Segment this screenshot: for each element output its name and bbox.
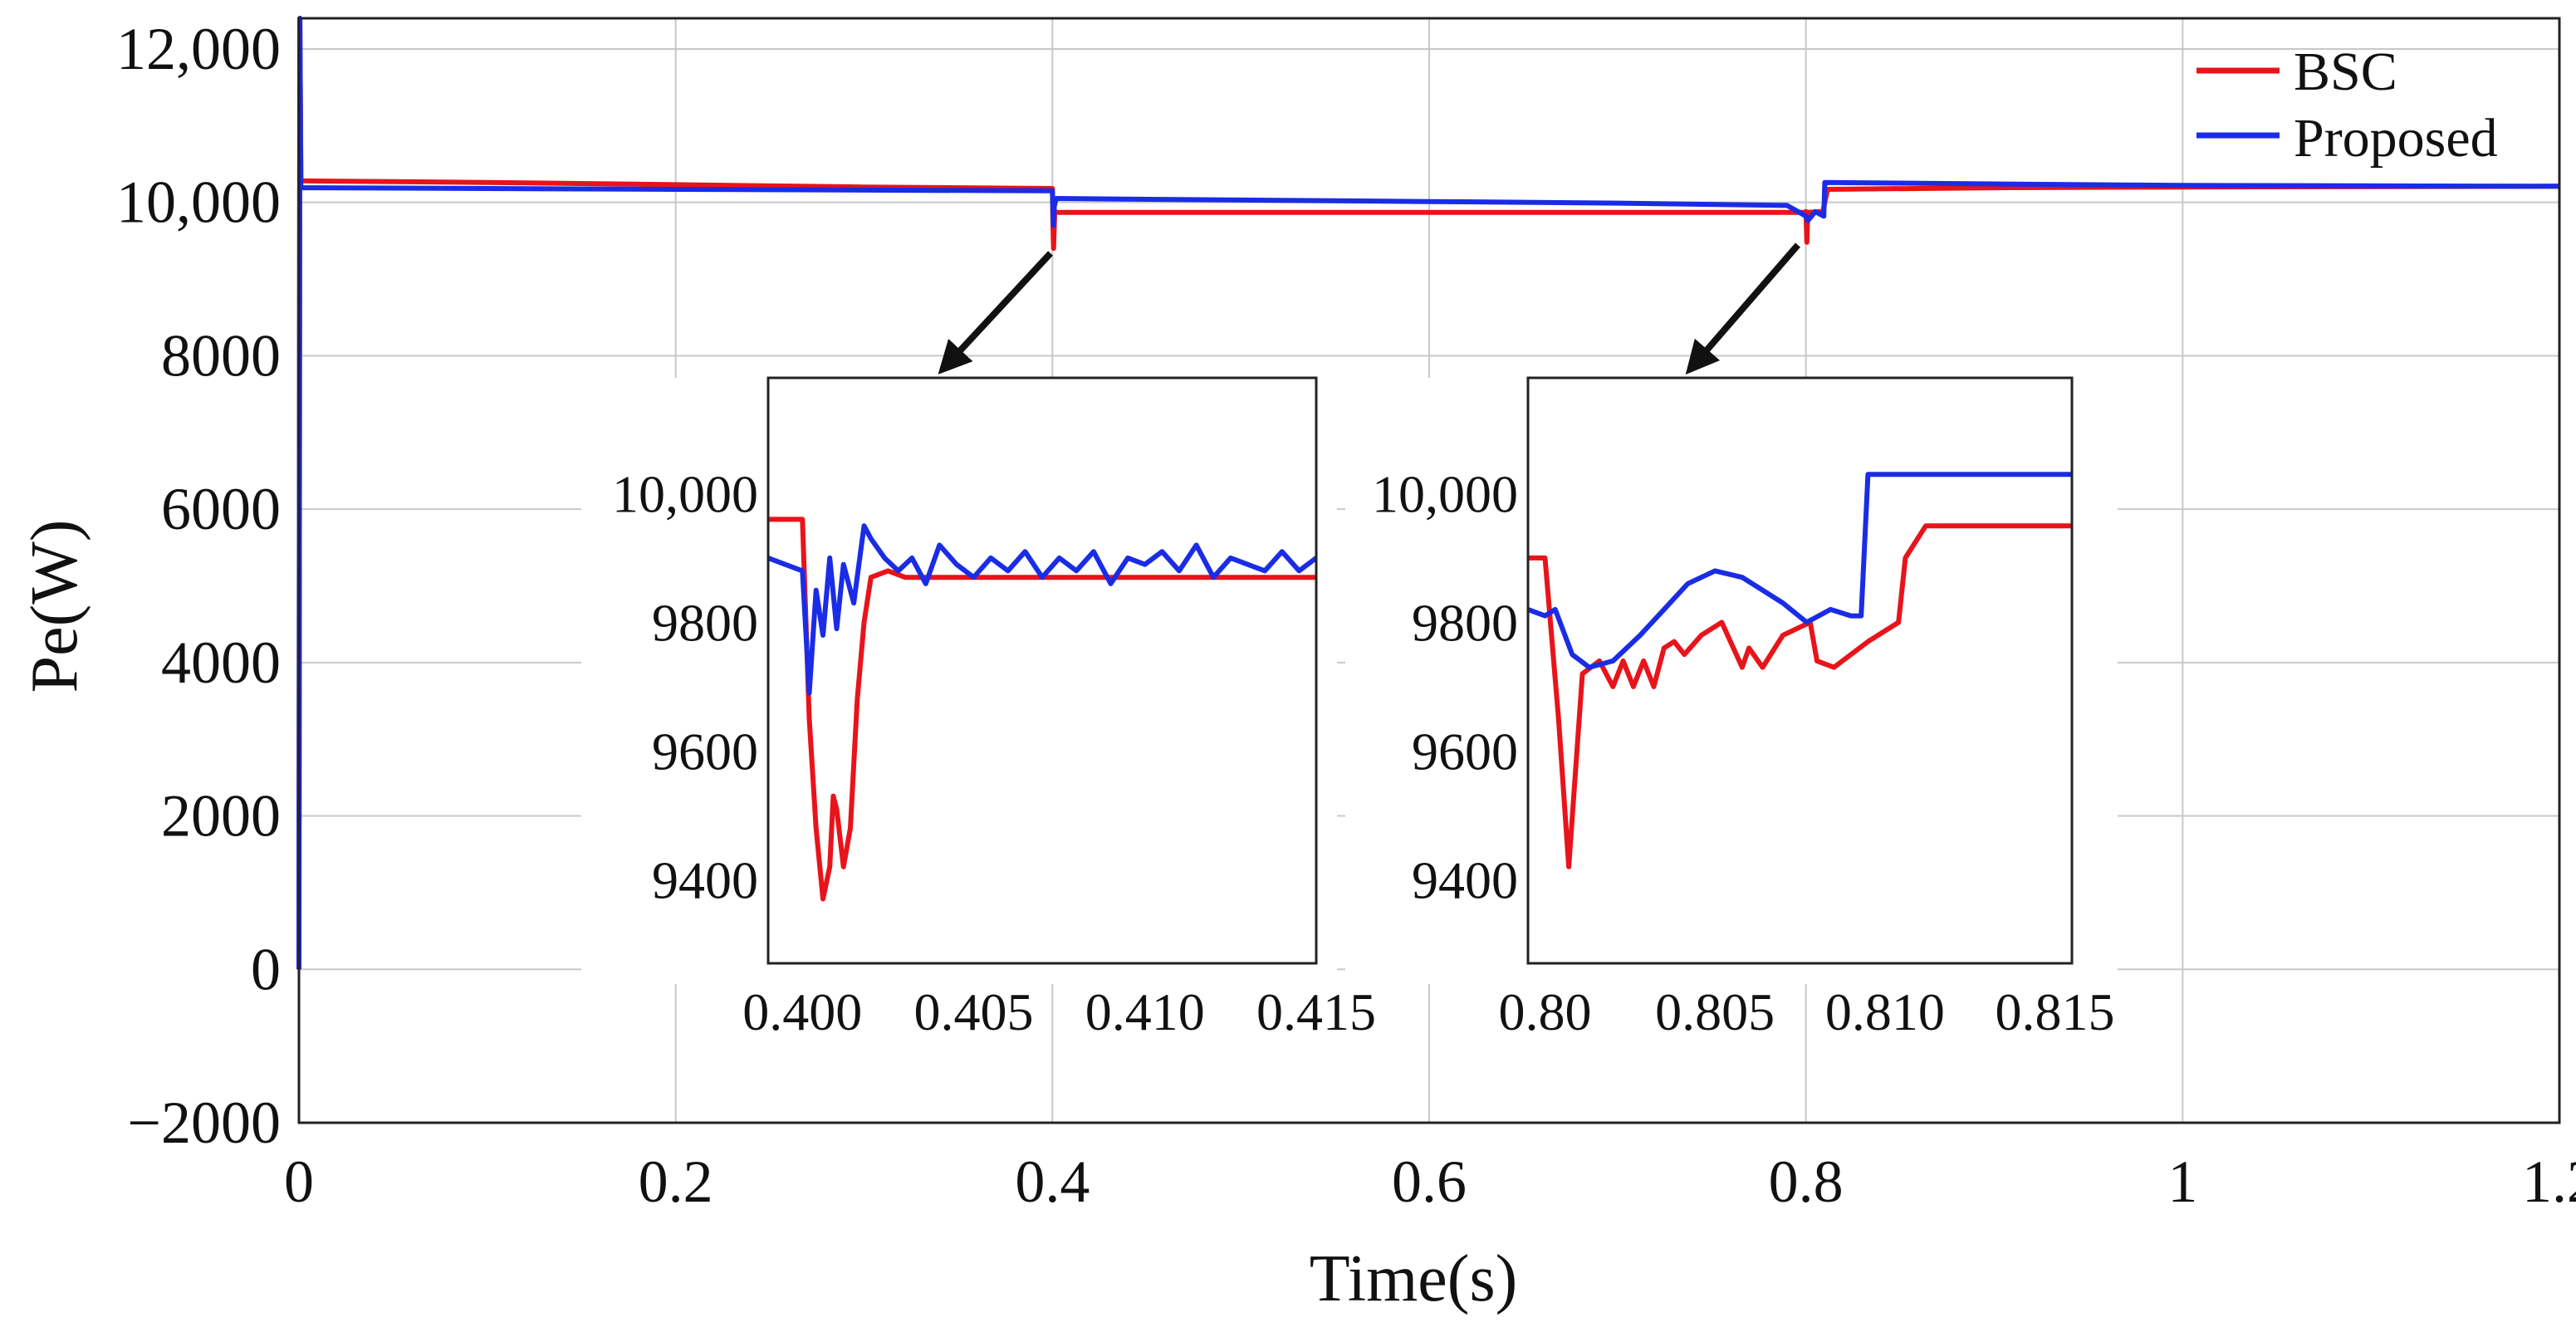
y-tick-label: 4000 (161, 629, 281, 696)
x-tick-label: 0.2 (639, 1148, 713, 1215)
inset-1-y-tick-label: 9400 (652, 850, 758, 909)
y-tick-label: 2000 (161, 783, 281, 850)
inset-1-y-tick-label: 10,000 (612, 464, 758, 523)
y-tick-label: 0 (251, 936, 281, 1002)
inset-1-x-tick-label: 0.405 (914, 982, 1034, 1041)
x-tick-label: 1 (2167, 1148, 2197, 1215)
x-tick-label: 0.4 (1015, 1148, 1090, 1215)
inset-1-plot-background (768, 378, 1316, 963)
inset-2-x-tick-label: 0.80 (1498, 982, 1591, 1041)
inset-1-y-tick-label: 9600 (652, 722, 758, 781)
y-axis-title: Pe(W) (18, 520, 91, 693)
inset-2-y-tick-label: 10,000 (1372, 464, 1518, 523)
inset-1-y-tick-label: 9800 (652, 593, 758, 652)
inset-2-x-tick-label: 0.810 (1825, 982, 1945, 1041)
y-tick-label: 6000 (161, 476, 281, 542)
x-tick-label: 1.2 (2522, 1148, 2576, 1215)
arrow-inset-2 (1690, 245, 1798, 370)
legend-label-bsc: BSC (2294, 42, 2397, 102)
inset-2-y-tick-label: 9800 (1412, 593, 1518, 652)
inset-2-y-tick-label: 9600 (1412, 722, 1518, 781)
inset-1-x-tick-label: 0.410 (1085, 982, 1205, 1041)
y-tick-label: 8000 (161, 322, 281, 389)
arrow-inset-1 (943, 253, 1050, 370)
inset-chart-2: 0.80 0.805 0.810 0.815 9400 9600 9800 10,000 (1345, 378, 2118, 1041)
chart: 00.20.40.60.811.2−2000020004000600080001… (0, 0, 2576, 1337)
x-axis-title: Time(s) (1310, 1242, 1517, 1315)
legend-label-proposed: Proposed (2294, 108, 2498, 169)
y-tick-label: 10,000 (116, 169, 281, 236)
x-tick-label: 0.6 (1392, 1148, 1467, 1215)
inset-1-x-tick-label: 0.400 (742, 982, 862, 1041)
x-tick-label: 0.8 (1769, 1148, 1844, 1215)
inset-2-x-tick-label: 0.805 (1655, 982, 1775, 1041)
y-tick-label: −2000 (127, 1090, 281, 1156)
y-tick-label: 12,000 (116, 16, 281, 82)
inset-chart-1: 0.400 0.405 0.410 0.415 9400 9600 9800 10,000 (581, 378, 1376, 1041)
inset-2-x-tick-label: 0.815 (1996, 982, 2115, 1041)
inset-1-x-tick-label: 0.415 (1256, 982, 1376, 1041)
inset-2-plot-background (1528, 378, 2072, 963)
x-tick-label: 0 (284, 1148, 314, 1215)
inset-2-y-tick-label: 9400 (1412, 850, 1518, 909)
legend: BSC Proposed (2196, 42, 2498, 169)
